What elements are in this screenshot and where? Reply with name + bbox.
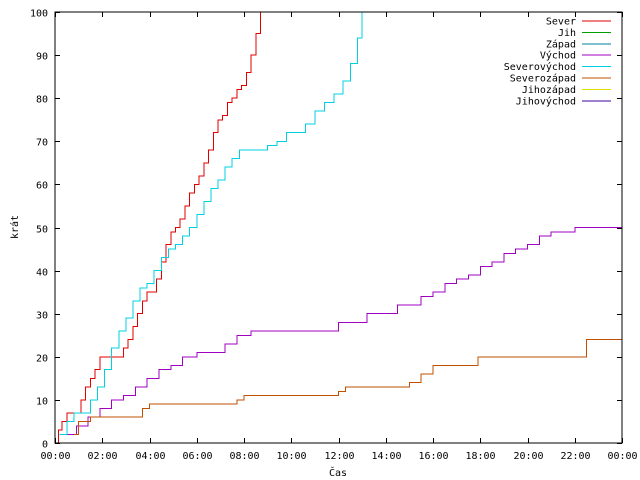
y-tick-label: 100 bbox=[30, 9, 48, 20]
legend-label-jih: Jih bbox=[558, 28, 576, 39]
legend-label-severovychod: Severovýchod bbox=[504, 61, 576, 73]
x-tick-label: 20:00 bbox=[513, 451, 543, 462]
legend: SeverJihZápadVýchodSeverovýchodSeverozáp… bbox=[504, 17, 611, 107]
y-axis-title: krát bbox=[9, 215, 21, 239]
y-tick-label: 70 bbox=[36, 138, 48, 149]
y-tick-label: 40 bbox=[36, 268, 48, 279]
y-tick-label: 30 bbox=[36, 311, 48, 322]
legend-label-vychod: Východ bbox=[540, 50, 576, 62]
x-tick-label: 18:00 bbox=[465, 451, 495, 462]
x-tick-label: 06:00 bbox=[182, 451, 212, 462]
y-tick-label: 10 bbox=[36, 397, 48, 408]
x-tick-label: 16:00 bbox=[418, 451, 448, 462]
series-line-sever bbox=[56, 12, 261, 444]
x-tick-label: 14:00 bbox=[371, 451, 401, 462]
legend-label-sever: Sever bbox=[546, 17, 576, 28]
series-line-vychod bbox=[64, 227, 622, 435]
legend-label-jihozapad: Jihozápad bbox=[522, 84, 576, 96]
x-tick-label: 04:00 bbox=[135, 451, 165, 462]
x-tick-label: 10:00 bbox=[276, 451, 306, 462]
y-tick-label: 80 bbox=[36, 95, 48, 106]
x-tick-label: 00:00 bbox=[607, 451, 637, 462]
y-tick-label: 90 bbox=[36, 52, 48, 63]
plot-frame bbox=[54, 11, 623, 444]
legend-label-severozapad: Severozápad bbox=[510, 73, 576, 85]
ticks-layer: 00:00 02:00 04:00 06:00 08:00 10:00 12:00 14:00… bbox=[30, 9, 638, 463]
series-line-severozapad bbox=[73, 339, 622, 435]
y-tick-label: 50 bbox=[36, 225, 48, 236]
series-layer bbox=[56, 12, 622, 444]
y-tick-label: 20 bbox=[36, 354, 48, 365]
x-tick-label: 22:00 bbox=[560, 451, 590, 462]
series-line-severovychod bbox=[59, 12, 363, 435]
legend-label-jihovychod: Jihovýchod bbox=[516, 95, 576, 107]
y-tick-label: 60 bbox=[36, 181, 48, 192]
x-tick-label: 08:00 bbox=[229, 451, 259, 462]
x-axis-title: Čas bbox=[329, 466, 347, 479]
x-tick-label: 00:00 bbox=[40, 451, 70, 462]
legend-label-zapad: Západ bbox=[546, 38, 576, 50]
y-tick-label: 0 bbox=[42, 440, 48, 451]
x-tick-label: 12:00 bbox=[324, 451, 354, 462]
x-tick-label: 02:00 bbox=[87, 451, 117, 462]
